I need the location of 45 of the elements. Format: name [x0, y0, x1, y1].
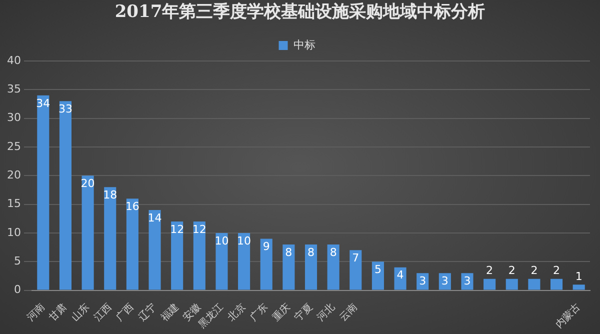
data-label: 2: [530, 264, 538, 278]
x-tick-label: 福建: [158, 301, 182, 324]
y-tick-label: 25: [6, 140, 21, 153]
data-label: 2: [553, 264, 560, 278]
x-tick-label: 重庆: [270, 301, 293, 324]
x-tick-label: 广西: [114, 301, 136, 324]
x-tick-label: 河北: [314, 301, 338, 324]
y-tick-label: 40: [6, 54, 21, 67]
y-tick-label: 35: [6, 82, 21, 96]
y-tick-label: 5: [14, 254, 21, 268]
data-label: 3: [464, 274, 471, 288]
x-tick-label: 甘肃: [46, 301, 70, 324]
data-label: 2: [486, 264, 494, 278]
data-label: 8: [308, 246, 314, 259]
x-tick-label: 辽宁: [136, 301, 159, 324]
data-label: 9: [262, 240, 270, 254]
data-label: 20: [80, 177, 95, 190]
data-label: 8: [330, 246, 337, 259]
data-label: 5: [374, 263, 382, 276]
data-label: 34: [36, 96, 50, 110]
data-label: 7: [352, 252, 360, 265]
chart-title: 2017年第三季度学校基础设施采购地域中标分析: [114, 1, 486, 24]
data-label: 2: [508, 264, 516, 278]
x-tick-label: 山东: [69, 301, 92, 324]
y-tick-label: 10: [6, 226, 21, 239]
legend-label: 中标: [293, 38, 316, 52]
data-label: 8: [285, 246, 292, 259]
x-tick-label: 云南: [336, 301, 360, 324]
y-tick-label: 20: [6, 168, 21, 182]
x-tick-label: 北京: [225, 301, 248, 324]
data-label: 12: [170, 222, 184, 236]
y-tick-label: 30: [6, 111, 21, 124]
x-tick-label: 宁夏: [292, 301, 315, 324]
y-tick-label: 0: [14, 283, 21, 296]
y-tick-label: 15: [6, 197, 21, 210]
data-label: 10: [214, 234, 229, 248]
data-label: 3: [419, 274, 426, 288]
data-label: 1: [575, 270, 582, 283]
x-tick-label: 江西: [91, 301, 114, 324]
data-label: 4: [396, 268, 404, 282]
data-label: 3: [441, 274, 448, 288]
x-tick-label: 河南: [24, 301, 48, 324]
x-tick-label: 广东: [248, 301, 270, 324]
data-label: 12: [192, 222, 206, 236]
x-tick-label: 内蒙古: [553, 301, 583, 331]
